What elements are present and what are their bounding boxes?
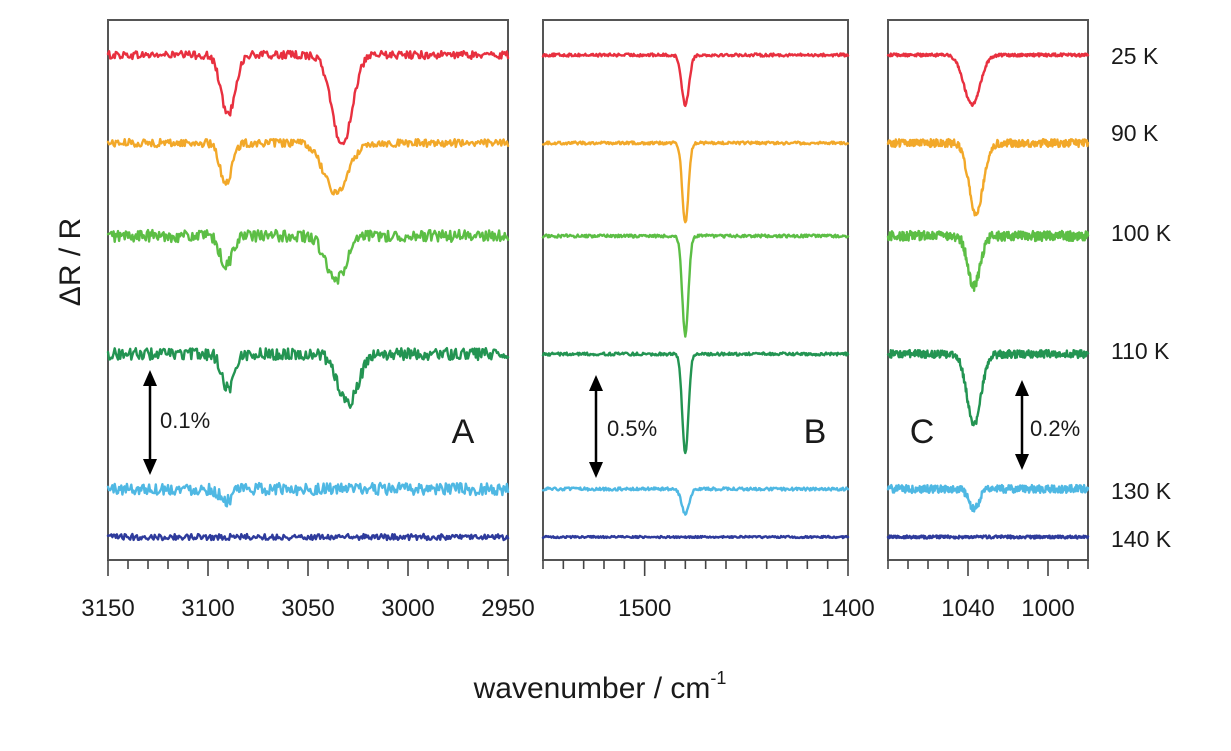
x-tick-label: 3050 xyxy=(281,595,334,622)
trace-130k xyxy=(541,486,850,516)
trace-140k xyxy=(106,532,510,542)
y-axis-title: ΔR / R xyxy=(54,218,87,306)
temperature-label: 100 K xyxy=(1111,220,1172,246)
trace-140k xyxy=(886,534,1090,540)
panel-b: 1500 1400 B 0.5% xyxy=(541,19,875,622)
panel-frame xyxy=(887,19,1089,561)
scale-bar-label: 0.1% xyxy=(160,408,210,433)
scale-bar-arrowhead-up xyxy=(589,375,603,391)
trace-100k xyxy=(106,228,510,285)
temperature-label: 140 K xyxy=(1111,526,1172,552)
scale-bar: 0.2% xyxy=(1015,380,1080,470)
temperature-label: 25 K xyxy=(1111,43,1159,69)
x-axis-title-superscript: -1 xyxy=(710,668,726,688)
panel-frame xyxy=(107,19,509,561)
temperature-labels: 25 K 90 K 100 K 110 K 130 K 140 K xyxy=(1111,43,1172,552)
trace-25k xyxy=(541,52,850,108)
trace-110k xyxy=(106,347,510,409)
trace-90k xyxy=(106,137,510,196)
panel-frame xyxy=(542,19,849,561)
x-tick-label: 2950 xyxy=(481,595,534,622)
trace-130k xyxy=(106,481,510,508)
trace-25k xyxy=(106,49,510,146)
scale-bar-arrowhead-down xyxy=(143,459,157,475)
panel-c: 1040 1000 C 0.2% xyxy=(886,19,1090,622)
scale-bar-arrowhead-up xyxy=(143,370,157,386)
temperature-label: 130 K xyxy=(1111,478,1172,504)
trace-90k xyxy=(541,140,850,224)
x-axis-title-text: wavenumber / cm xyxy=(473,672,711,705)
panel-a: 3150 3100 3050 3000 2950 A 0.1% xyxy=(81,19,535,622)
panel-letter: C xyxy=(910,413,935,451)
x-tick-label: 1400 xyxy=(821,595,874,622)
panels-layer: 3150 3100 3050 3000 2950 A 0.1% 1500 1400 B 0.5% 10… xyxy=(81,19,1090,622)
trace-90k xyxy=(886,137,1090,217)
trace-100k xyxy=(541,233,850,338)
scale-bar-label: 0.2% xyxy=(1030,416,1080,441)
temperature-label: 90 K xyxy=(1111,120,1159,146)
scale-bar: 0.5% xyxy=(589,375,657,478)
scale-bar-arrowhead-up xyxy=(1015,380,1029,396)
panel-letter: B xyxy=(804,413,827,451)
temperature-label: 110 K xyxy=(1111,338,1170,364)
trace-110k xyxy=(541,351,850,455)
x-tick-label: 3150 xyxy=(81,595,134,622)
x-tick-label: 1500 xyxy=(618,595,671,622)
x-axis-title: wavenumber / cm-1 xyxy=(473,668,727,705)
x-tick-label: 1000 xyxy=(1021,595,1074,622)
trace-140k xyxy=(541,534,850,540)
scale-bar-arrowhead-down xyxy=(589,462,603,478)
scale-bar-label: 0.5% xyxy=(607,416,657,441)
x-tick-label: 1040 xyxy=(941,595,994,622)
x-tick-label: 3000 xyxy=(381,595,434,622)
x-tick-label: 3100 xyxy=(181,595,234,622)
trace-130k xyxy=(886,483,1090,513)
scale-bar: 0.1% xyxy=(143,370,210,475)
panel-letter: A xyxy=(452,413,475,451)
scale-bar-arrowhead-down xyxy=(1015,454,1029,470)
trace-25k xyxy=(886,52,1090,107)
trace-100k xyxy=(886,229,1090,292)
trace-110k xyxy=(886,348,1090,427)
